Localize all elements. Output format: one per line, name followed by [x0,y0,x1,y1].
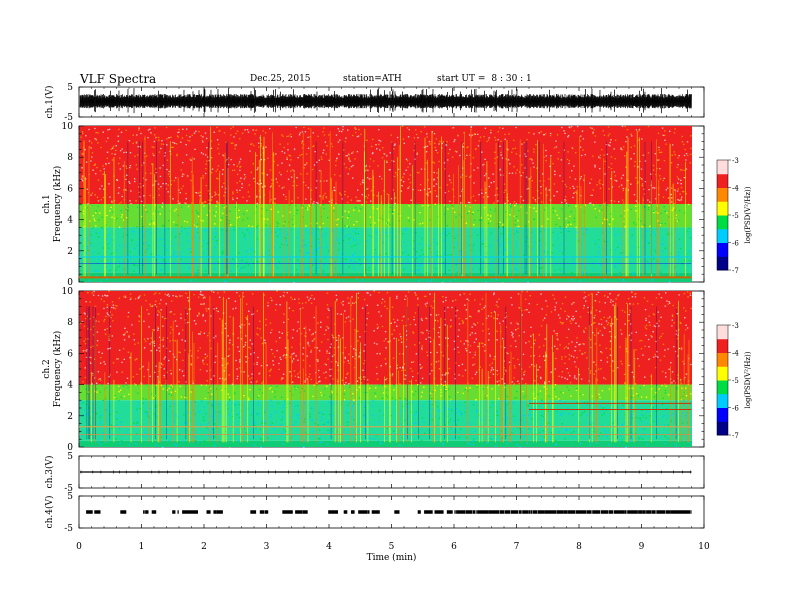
colorbar-tick-label: -3 [732,157,739,165]
colorbar-segment [717,187,728,202]
y-axis-label: ch.4(V) [44,496,55,529]
colorbar-tick-label: -6 [732,405,739,413]
y-tick-label: 0 [67,278,73,288]
x-tick-label: 1 [139,542,145,552]
station-label: station=ATH [343,74,402,84]
spectrogram-image [79,290,692,448]
colorbar-segment [717,228,728,243]
y-tick-label: 10 [62,287,74,297]
colorbar-segment [717,352,728,367]
start-time-label: start UT = 8 : 30 : 1 [437,74,532,84]
colorbar: -3 -4 -5 -6 -7 log(PSD(V²/Hz)) [716,157,752,275]
colorbar-segment [717,393,728,408]
panel-ch1-waveform: ch.1(V) 5 -5 [44,83,705,123]
y-tick-label: 5 [67,83,73,93]
y-tick-label: -5 [64,113,73,123]
x-tick-label: 9 [639,542,645,552]
band-low [79,440,692,447]
colorbar-label: log(PSD(V²/Hz)) [744,186,752,243]
colorbar-tick-label: -5 [732,212,739,220]
ch1-waveform-trace [79,88,692,114]
sferic-streaks-orange [95,292,690,443]
colorbar-segment [717,338,728,353]
x-tick-label: 6 [451,542,457,552]
colorbar-segment [717,325,728,340]
x-tick-label: 10 [698,542,710,552]
band-yellow-green [79,204,692,228]
colorbar-label: log(PSD(V²/Hz)) [744,351,752,408]
y-tick-label: 5 [67,492,73,502]
colorbar-segment [717,242,728,257]
x-tick-label: 5 [389,542,395,552]
date-label: Dec.25, 2015 [250,74,311,84]
x-tick-label: 3 [264,542,270,552]
y-tick-label: 6 [67,184,73,194]
y-tick-label: 2 [67,247,73,257]
x-tick-label: 4 [326,542,332,552]
colorbar-segment [717,201,728,216]
colorbar-segment [717,421,728,436]
y-axis-channel-label: ch.1 [42,194,52,213]
sferic-streaks-orange [88,128,676,278]
colorbar-tick-label: -3 [732,322,739,330]
colorbar-segment [717,407,728,422]
start-time-prefix: start UT = [437,74,486,84]
colorbar-tick-label: -7 [732,432,739,440]
y-axis-label: ch.1(V) [44,86,55,119]
ch3-waveform-noise [80,470,691,474]
y-tick-label: 4 [67,381,73,391]
sferic-streaks-dark [86,306,677,440]
colorbar-segment [717,215,728,230]
speckle-yellow [87,383,692,401]
colorbar-tick-label: -4 [732,350,739,358]
panel-ch2-spectrogram: ch.2 Frequency (kHz) 0 2 4 6 8 10 -3 -4 -5 -6 -7 log(… [42,287,752,453]
y-axis-label: Frequency (kHz) [52,166,63,243]
panel-ch4-waveform: ch.4(V) 5 -5 [44,492,705,534]
colorbar-tick-label: -5 [732,377,739,385]
y-tick-label: 8 [67,318,73,328]
x-axis: 0 1 2 3 4 5 6 7 8 9 10 Time (min) [76,542,710,563]
y-tick-label: -5 [64,484,73,494]
sferic-streaks-dark [127,141,652,275]
y-tick-label: 10 [62,122,74,132]
y-tick-label: 4 [67,216,73,226]
colorbar-tick-label: -7 [732,267,739,275]
chart-title: VLF Spectra [80,72,157,86]
y-tick-label: 2 [67,412,73,422]
band-red [79,126,692,204]
colorbar-segment [717,380,728,395]
x-tick-label: 7 [514,542,520,552]
x-axis-label: Time (min) [367,552,417,563]
y-tick-label: 8 [67,153,73,163]
start-time-value: 8 : 30 : 1 [491,74,532,84]
panel-ch1-spectrogram: ch.1 Frequency (kHz) 0 2 4 6 8 10 -3 -4 -5 -6 -7 log(… [42,122,752,288]
band-yellow-green [79,384,692,401]
colorbar-tick-label: -6 [732,240,739,248]
speckle-orange [80,125,692,205]
colorbar-tick-label: -4 [732,185,739,193]
x-tick-label: 2 [201,542,207,552]
band-cyan-green [79,400,692,441]
y-axis-label: Frequency (kHz) [52,331,63,408]
y-tick-label: -5 [64,524,73,534]
x-tick-label: 8 [576,542,582,552]
y-tick-label: 5 [67,452,73,462]
colorbar-segment [717,160,728,175]
y-tick-label: 6 [67,349,73,359]
colorbar-segment [717,366,728,381]
x-tick-label: 0 [76,542,82,552]
band-red [79,291,692,385]
colorbar: -3 -4 -5 -6 -7 log(PSD(V²/Hz)) [716,322,752,440]
spectrogram-image [79,125,692,283]
colorbar-segment [717,256,728,271]
y-axis-channel-label: ch.2 [42,359,52,378]
y-tick-label: 0 [67,443,73,453]
colorbar-segment [717,173,728,188]
y-axis-label: ch.3(V) [44,456,55,489]
panel-ch3-waveform: ch.3(V) 5 -5 [44,452,705,494]
